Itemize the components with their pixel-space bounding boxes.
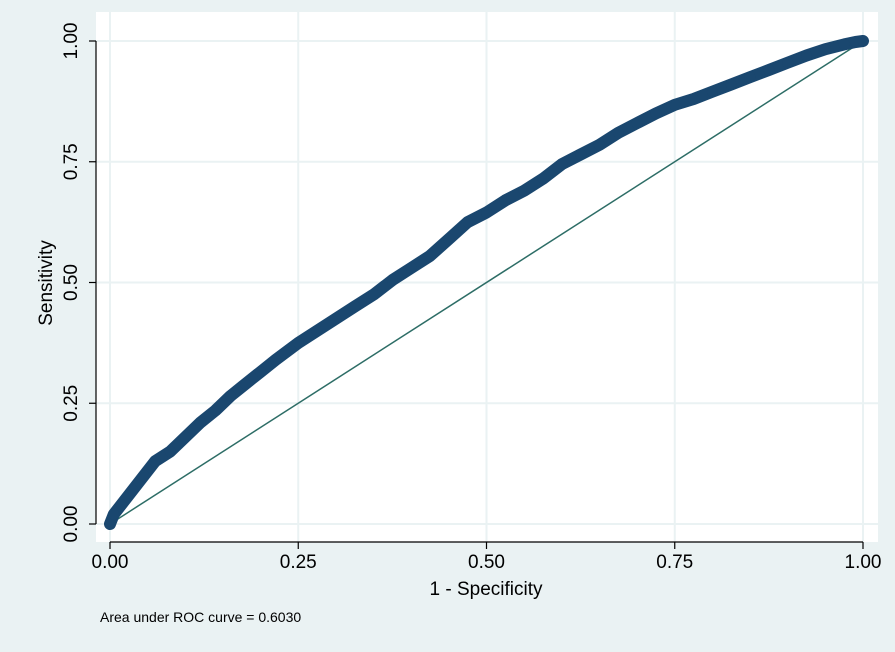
roc-point [443,233,455,245]
y-tick-label: 0.50 [61,264,82,301]
roc-point [499,194,511,206]
roc-point [127,484,139,496]
x-tick-label: 1.00 [845,552,882,573]
roc-point [575,149,587,161]
auc-note: Area under ROC curve = 0.6030 [100,609,301,625]
roc-point [179,431,191,443]
roc-point [240,378,252,390]
roc-point [270,354,282,366]
roc-point [537,173,549,185]
roc-point [857,35,869,47]
tick-labels: 0.00 0.25 0.50 0.75 1.00 0.00 0.25 0.50 0.75 1.00 [61,23,881,573]
roc-point [386,274,398,286]
roc-point [149,455,161,467]
roc-curve-layer [104,35,869,530]
y-axis-label: Sensitivity [36,240,57,326]
grid [96,12,878,542]
x-tick-label: 0.25 [280,552,317,573]
roc-point [311,325,323,337]
reference-line [109,40,864,525]
roc-point [194,417,206,429]
roc-point [115,499,127,511]
roc-point [405,262,417,274]
axes [89,40,864,549]
roc-point [292,337,304,349]
roc-point [688,93,700,105]
roc-point [164,446,176,458]
roc-point [349,301,361,313]
roc-point [650,107,662,119]
roc-point [104,518,116,530]
roc-point [612,127,624,139]
roc-point [763,64,775,76]
roc-point [725,78,737,90]
roc-point [108,508,120,520]
roc-point [209,404,221,416]
roc-point [424,250,436,262]
y-tick-label: 0.00 [61,506,82,543]
roc-point [518,185,530,197]
roc-point [462,216,474,228]
x-tick-label: 0.50 [468,552,505,573]
y-tick-label: 0.25 [61,385,82,422]
roc-point [593,139,605,151]
roc-point [224,390,236,402]
roc-point [669,99,681,111]
roc-point [255,366,267,378]
roc-point [631,117,643,129]
roc-point [481,206,492,218]
y-tick-label: 1.00 [61,23,82,60]
roc-point [782,57,794,69]
roc-point [556,158,568,170]
roc-curve [104,35,869,530]
roc-point [801,49,813,61]
roc-point [744,71,756,83]
roc-point [838,38,850,50]
y-tick-label: 0.75 [61,143,82,180]
x-tick-label: 0.75 [656,552,693,573]
roc-point [138,470,150,482]
roc-point [819,43,831,55]
x-tick-label: 0.00 [92,552,129,573]
roc-point [706,86,718,98]
reference-line-layer [109,40,864,525]
roc-point [368,289,380,301]
roc-point [330,313,342,325]
x-axis-label: 1 - Specificity [430,579,543,600]
